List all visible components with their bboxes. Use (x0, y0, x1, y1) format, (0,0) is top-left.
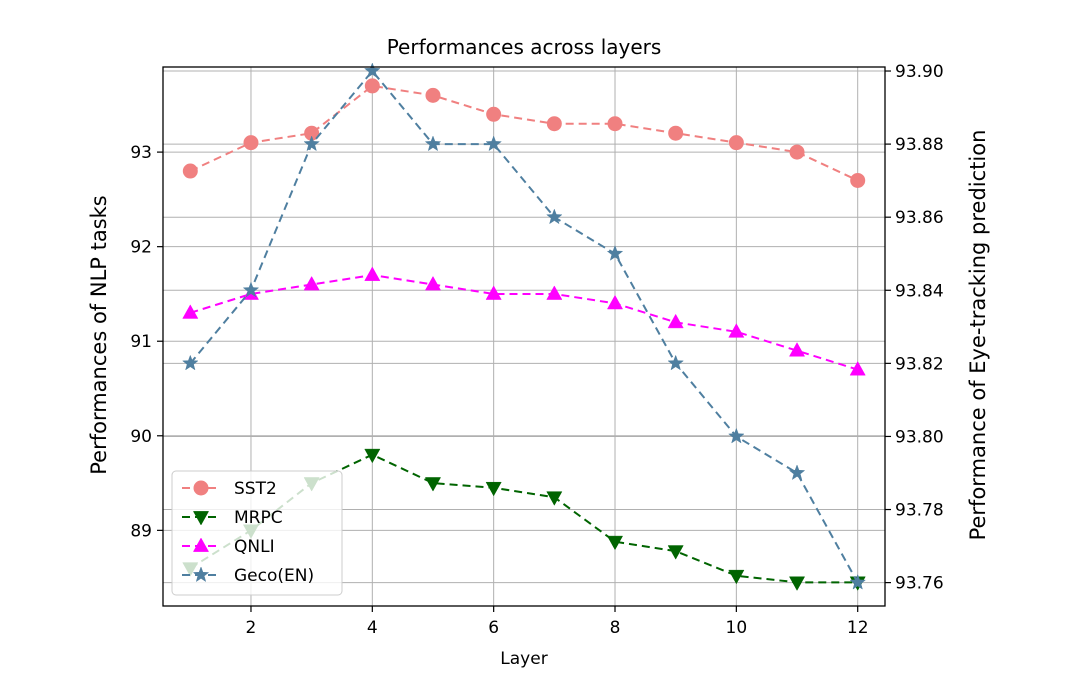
data-point (485, 135, 502, 152)
x-tick-label: 8 (610, 618, 621, 638)
series-layer (182, 62, 866, 591)
data-point (728, 323, 745, 338)
legend-label: QNLI (234, 537, 275, 557)
y-tick-label-right: 93.82 (895, 354, 944, 374)
data-point (606, 294, 624, 310)
data-point (485, 481, 502, 497)
data-point (667, 313, 684, 329)
data-point (728, 427, 745, 444)
data-point (788, 464, 806, 481)
data-point (364, 266, 381, 281)
data-point (425, 87, 441, 103)
data-point (849, 573, 866, 590)
data-point (242, 281, 260, 298)
data-point (850, 172, 866, 188)
data-point (667, 354, 684, 371)
y-tick-label-left: 89 (130, 521, 152, 541)
legend-label: SST2 (234, 479, 277, 499)
y-tick-label-right: 93.76 (895, 574, 944, 594)
legend-marker (192, 511, 210, 526)
y-tick-label-right: 93.84 (895, 281, 944, 301)
data-point (182, 354, 199, 371)
data-point (546, 208, 563, 225)
series-line (189, 84, 859, 182)
data-point (668, 125, 684, 141)
data-point (728, 569, 745, 585)
legend-item: MRPC (182, 508, 283, 528)
legend-box (171, 470, 343, 596)
data-point (728, 135, 744, 151)
data-point (667, 545, 684, 560)
data-point (546, 285, 563, 300)
legend-item: SST2 (182, 479, 277, 499)
plot-frame (162, 66, 886, 607)
x-tick-label: 12 (847, 618, 869, 638)
legend: SST2 MRPC QNLI Geco(EN) (171, 470, 343, 596)
data-point (849, 361, 866, 376)
data-point (303, 275, 320, 291)
data-point (789, 144, 805, 160)
legend-label: MRPC (234, 508, 283, 528)
data-point (364, 78, 380, 94)
data-point (364, 62, 381, 79)
series-line (190, 274, 858, 371)
data-point (424, 135, 442, 152)
data-point (606, 535, 624, 551)
data-point (424, 275, 442, 291)
series-geco-en- (182, 62, 866, 590)
data-point (424, 477, 442, 492)
data-point (364, 448, 381, 464)
data-point (606, 245, 624, 261)
data-point (546, 491, 563, 506)
legend-marker (192, 537, 210, 552)
data-point (182, 304, 199, 319)
y-axis-label-right: Performance of Eye-tracking prediction (966, 130, 990, 541)
data-point (546, 116, 562, 132)
chart-title: Performances across layers (387, 35, 662, 59)
y-tick-label-right: 93.80 (895, 427, 944, 447)
ticks-layer: 2 4 6 8 10 12 89 90 91 92 93 93.76 93.78 93.80 93.82 93… (130, 62, 943, 638)
data-point (303, 135, 320, 152)
legend-label: Geco(EN) (234, 566, 314, 586)
series-line (189, 69, 859, 584)
y-tick-label-right: 93.88 (895, 135, 944, 155)
y-tick-label-right: 93.78 (895, 501, 944, 521)
series-qnli (182, 266, 866, 376)
data-point (243, 135, 259, 151)
data-point (607, 116, 623, 132)
legend-marker (192, 566, 210, 583)
x-tick-label: 10 (726, 618, 748, 638)
legend-marker (193, 480, 209, 496)
x-axis-label: Layer (500, 649, 547, 669)
series-sst2 (182, 78, 866, 188)
y-tick-label-right: 93.86 (895, 208, 944, 228)
y-tick-label-left: 93 (130, 143, 152, 163)
data-point (788, 342, 806, 357)
data-point (485, 285, 502, 300)
x-tick-label: 6 (488, 618, 499, 638)
legend-item: QNLI (182, 537, 275, 557)
y-tick-label-left: 91 (130, 332, 152, 352)
legend-item: Geco(EN) (182, 566, 314, 586)
y-tick-label-left: 90 (130, 427, 152, 447)
y-tick-label-left: 92 (130, 238, 152, 258)
x-tick-label: 2 (246, 618, 257, 638)
y-axis-label-left: Performances of NLP tasks (87, 195, 111, 475)
data-point (486, 106, 502, 122)
data-point (182, 163, 198, 179)
data-point (788, 576, 806, 591)
x-tick-label: 4 (367, 618, 378, 638)
y-tick-label-right: 93.90 (895, 62, 944, 82)
